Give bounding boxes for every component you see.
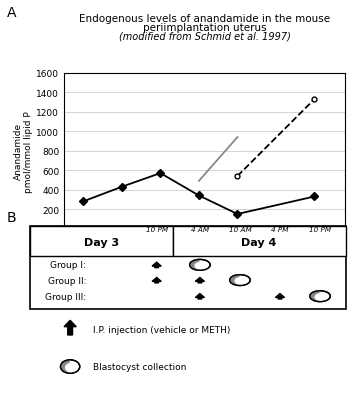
Circle shape <box>235 278 248 285</box>
FancyArrow shape <box>64 321 76 335</box>
Text: Blastocyst collection: Blastocyst collection <box>93 362 186 371</box>
Text: Group III:: Group III: <box>45 292 86 301</box>
Text: I.P. injection (vehicle or METH): I.P. injection (vehicle or METH) <box>93 325 230 334</box>
Wedge shape <box>310 291 320 302</box>
Circle shape <box>310 291 330 302</box>
Circle shape <box>61 360 80 373</box>
Bar <box>30 226 173 257</box>
Text: Day 3: Day 3 <box>84 237 119 247</box>
Text: B: B <box>7 211 17 225</box>
Text: 10 AM: 10 AM <box>229 226 251 232</box>
Text: Day 4: Day 4 <box>241 237 277 247</box>
Bar <box>173 226 346 257</box>
Circle shape <box>195 263 208 270</box>
FancyArrow shape <box>152 278 161 283</box>
Legend: Pregnant(I.S.), Pseudopregnant, Inter-I.S.: Pregnant(I.S.), Pseudopregnant, Inter-I.… <box>83 256 326 272</box>
Text: A: A <box>7 6 17 20</box>
Wedge shape <box>190 260 200 270</box>
FancyArrow shape <box>195 294 204 299</box>
Circle shape <box>315 294 328 301</box>
Y-axis label: Anandamide
pmol/mmol lipid P: Anandamide pmol/mmol lipid P <box>14 110 33 192</box>
FancyArrow shape <box>152 263 161 268</box>
Text: Group II:: Group II: <box>48 276 86 285</box>
Wedge shape <box>230 275 240 286</box>
FancyArrow shape <box>276 294 284 299</box>
Text: 10 PM: 10 PM <box>309 226 331 232</box>
Text: periimplantation uterus: periimplantation uterus <box>143 22 267 32</box>
Text: 4 PM: 4 PM <box>271 226 289 232</box>
Circle shape <box>190 260 210 271</box>
Text: 10 PM: 10 PM <box>146 226 168 232</box>
Circle shape <box>66 364 78 372</box>
Text: Group I:: Group I: <box>50 261 86 270</box>
Text: 4 AM: 4 AM <box>191 226 209 232</box>
Circle shape <box>230 275 250 286</box>
Wedge shape <box>61 360 70 373</box>
Text: Endogenous levels of anandamide in the mouse: Endogenous levels of anandamide in the m… <box>79 14 330 24</box>
Text: (modified from Schmid et al. 1997): (modified from Schmid et al. 1997) <box>119 31 290 41</box>
FancyArrow shape <box>195 278 204 283</box>
